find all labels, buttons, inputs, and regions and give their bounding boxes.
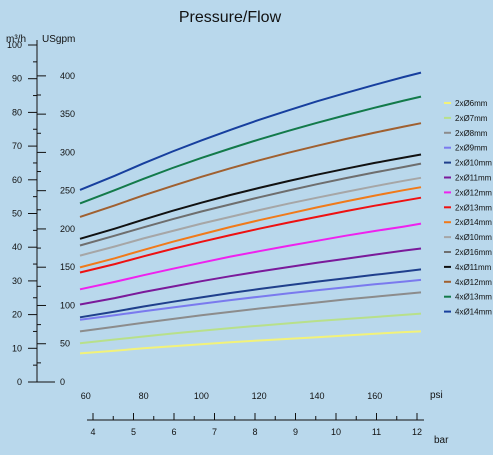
legend-label: 2xØ10mm bbox=[455, 159, 492, 168]
legend-label: 4xØ11mm bbox=[455, 263, 492, 272]
series-line-2xØ7mm bbox=[79, 312, 422, 345]
series-line-2xØ10mm bbox=[79, 268, 422, 319]
series-line-2xØ8mm bbox=[79, 291, 422, 333]
usgpm-tick-label: 250 bbox=[60, 186, 75, 196]
m3h-tick-label: 40 bbox=[12, 242, 22, 252]
bar-tick-label: 6 bbox=[171, 427, 176, 437]
flow-m3h-axis-label: m³/h bbox=[6, 34, 26, 45]
legend-label: 2xØ13mm bbox=[455, 203, 492, 212]
series-line-4xØ11mm bbox=[79, 153, 422, 240]
legend-label: 2xØ8mm bbox=[455, 129, 488, 138]
series-line-2xØ16mm bbox=[79, 162, 422, 247]
flow-usgpm-axis-label: USgpm bbox=[42, 34, 75, 45]
bar-tick-label: 9 bbox=[293, 427, 298, 437]
series-line-4xØ13mm bbox=[79, 95, 422, 205]
psi-tick-label: 140 bbox=[309, 391, 324, 401]
legend-label: 2xØ16mm bbox=[455, 248, 492, 257]
usgpm-tick-label: 350 bbox=[60, 109, 75, 119]
psi-tick-label: 60 bbox=[81, 391, 91, 401]
series-line-2xØ13mm bbox=[79, 196, 422, 274]
bar-axis-label: bar bbox=[434, 435, 449, 446]
usgpm-tick-label: 200 bbox=[60, 224, 75, 234]
usgpm-tick-label: 400 bbox=[60, 71, 75, 81]
m3h-tick-label: 100 bbox=[7, 40, 22, 50]
bar-tick-label: 10 bbox=[331, 427, 341, 437]
bar-tick-label: 8 bbox=[252, 427, 257, 437]
psi-tick-label: 160 bbox=[367, 391, 382, 401]
series-layer bbox=[79, 71, 422, 355]
series-line-4xØ12mm bbox=[79, 122, 422, 218]
legend-label: 2xØ14mm bbox=[455, 218, 492, 227]
m3h-tick-label: 70 bbox=[12, 141, 22, 151]
usgpm-tick-label: 300 bbox=[60, 147, 75, 157]
bar-tick-label: 4 bbox=[90, 427, 95, 437]
usgpm-tick-label: 50 bbox=[60, 339, 70, 349]
usgpm-tick-label: 150 bbox=[60, 262, 75, 272]
axes-layer: 0 10 20 30 40 50 60 70 80 90 100 0 50 100 150 200 250 300… bbox=[7, 40, 424, 437]
bar-tick-label: 7 bbox=[212, 427, 217, 437]
series-line-2xØ9mm bbox=[79, 278, 422, 321]
series-line-4xØ14mm bbox=[79, 71, 422, 191]
psi-tick-label: 120 bbox=[252, 391, 267, 401]
usgpm-tick-label: 0 bbox=[60, 377, 65, 387]
legend-label: 2xØ11mm bbox=[455, 174, 492, 183]
m3h-tick-label: 20 bbox=[12, 310, 22, 320]
series-line-2xØ14mm bbox=[79, 186, 422, 269]
m3h-tick-label: 30 bbox=[12, 276, 22, 286]
m3h-tick-label: 10 bbox=[12, 343, 22, 353]
legend-label: 4xØ12mm bbox=[455, 278, 492, 287]
legend-label: 2xØ6mm bbox=[455, 99, 488, 108]
series-line-2xØ6mm bbox=[79, 330, 422, 355]
m3h-tick-label: 90 bbox=[12, 74, 22, 84]
legend-label: 4xØ13mm bbox=[455, 293, 492, 302]
series-line-2xØ11mm bbox=[79, 247, 422, 306]
bar-tick-label: 12 bbox=[412, 427, 422, 437]
usgpm-tick-label: 100 bbox=[60, 300, 75, 310]
series-line-4xØ10mm bbox=[79, 176, 422, 257]
legend-label: 2xØ12mm bbox=[455, 188, 492, 197]
bar-tick-label: 11 bbox=[372, 427, 381, 437]
legend-label: 2xØ9mm bbox=[455, 144, 488, 153]
m3h-tick-label: 80 bbox=[12, 107, 22, 117]
psi-axis-label: psi bbox=[430, 390, 443, 401]
series-line-2xØ12mm bbox=[79, 222, 422, 291]
legend-label: 2xØ7mm bbox=[455, 114, 488, 123]
m3h-tick-label: 0 bbox=[17, 377, 22, 387]
psi-tick-label: 100 bbox=[194, 391, 209, 401]
legend-label: 4xØ10mm bbox=[455, 233, 492, 242]
legend-label: 4xØ14mm bbox=[455, 308, 492, 317]
bar-tick-label: 5 bbox=[131, 427, 136, 437]
legend: 2xØ6mm 2xØ7mm 2xØ8mm 2xØ9mm 2xØ10mm 2xØ11mm 2x… bbox=[444, 99, 492, 317]
m3h-tick-label: 60 bbox=[12, 175, 22, 185]
m3h-tick-label: 50 bbox=[12, 209, 22, 219]
psi-tick-label: 80 bbox=[139, 391, 149, 401]
chart-title: Pressure/Flow bbox=[179, 9, 282, 26]
